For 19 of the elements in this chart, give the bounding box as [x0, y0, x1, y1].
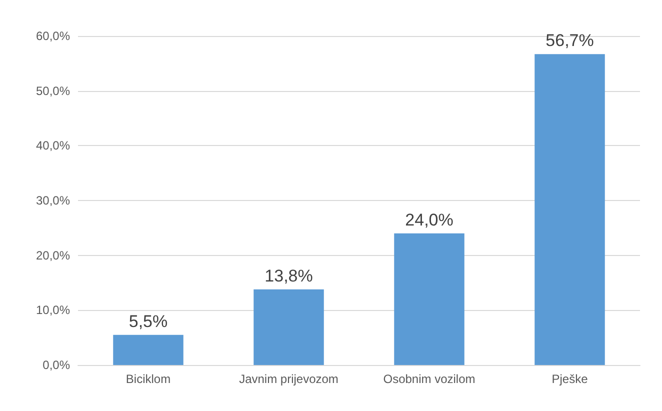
- data-label: 56,7%: [546, 31, 594, 50]
- x-tick-label: Pješke: [552, 372, 588, 386]
- bar: [394, 233, 464, 365]
- y-tick-label: 30,0%: [36, 194, 70, 208]
- data-label: 13,8%: [264, 266, 313, 286]
- bar: [254, 289, 324, 365]
- y-tick-label: 0,0%: [42, 358, 70, 372]
- x-tick-label: Osobnim vozilom: [383, 372, 476, 386]
- data-label: 24,0%: [405, 210, 454, 230]
- y-tick-label: 20,0%: [36, 248, 70, 262]
- data-label: 5,5%: [128, 312, 168, 331]
- bar: [113, 334, 184, 365]
- y-tick-label: 40,0%: [36, 138, 70, 153]
- y-tick-label: 60,0%: [36, 29, 70, 43]
- bar: [534, 54, 605, 365]
- x-tick-label: Biciklom: [126, 372, 171, 386]
- y-tick-label: 50,0%: [36, 84, 70, 98]
- y-tick-label: 10,0%: [36, 303, 70, 318]
- x-tick-label: Javnim prijevozom: [239, 372, 338, 386]
